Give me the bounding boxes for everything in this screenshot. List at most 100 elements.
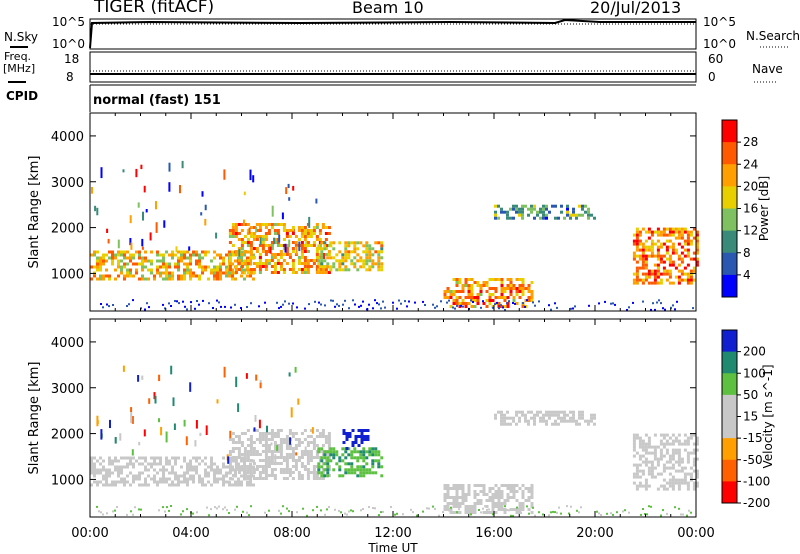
echo-cell — [90, 253, 93, 257]
echo-cell — [512, 296, 516, 299]
echo-cell — [650, 230, 654, 234]
echo-cell — [246, 244, 250, 247]
sparse-cell — [189, 382, 192, 392]
echo-cell — [530, 207, 533, 211]
echo-cell — [165, 274, 168, 278]
echo-cell — [240, 465, 244, 468]
ground-cell — [484, 505, 486, 508]
echo-cell — [500, 493, 504, 496]
echo-cell — [326, 459, 330, 463]
ground-cell — [692, 307, 694, 310]
echo-cell — [644, 254, 648, 258]
echo-cell — [171, 274, 174, 278]
echo-cell — [695, 484, 699, 488]
echo-cell — [563, 419, 566, 423]
echo-cell — [213, 468, 216, 472]
echo-cell — [201, 271, 204, 275]
echo-cell — [545, 204, 548, 208]
echo-cell — [497, 216, 500, 220]
sparse-cell — [238, 249, 241, 257]
echo-cell — [249, 435, 253, 438]
sparse-cell — [295, 246, 298, 255]
echo-cell — [455, 487, 459, 490]
echo-cell — [506, 496, 510, 499]
sparse-cell — [278, 234, 281, 243]
echo-cell — [515, 511, 519, 514]
echo-cell — [303, 465, 307, 468]
echo-cell — [572, 210, 575, 214]
echo-cell — [446, 287, 450, 290]
echo-cell — [177, 480, 180, 484]
ground-cell — [518, 507, 520, 510]
echo-cell — [357, 435, 361, 438]
ground-cell — [128, 303, 130, 306]
echo-cell — [324, 247, 328, 250]
echo-cell — [542, 416, 545, 420]
ground-cell — [658, 299, 660, 302]
ground-cell — [336, 303, 338, 306]
echo-region — [494, 410, 596, 426]
echo-cell — [198, 253, 201, 257]
echo-cell — [476, 296, 480, 299]
echo-cell — [126, 271, 129, 275]
echo-cell — [665, 245, 669, 249]
power-panel — [90, 160, 699, 311]
echo-cell — [644, 272, 648, 276]
ground-scatter — [100, 299, 694, 311]
echo-cell — [569, 216, 572, 220]
echo-cell — [530, 484, 534, 487]
echo-cell — [159, 265, 162, 269]
echo-cell — [315, 253, 319, 256]
echo-cell — [515, 278, 519, 281]
echo-cell — [692, 484, 696, 488]
echo-cell — [171, 456, 174, 460]
sparse-cell — [194, 440, 197, 447]
echo-cell — [479, 287, 483, 290]
echo-cell — [177, 456, 180, 460]
echo-cell — [228, 241, 232, 244]
echo-cell — [674, 469, 678, 473]
ground-cell — [184, 305, 186, 308]
echo-cell — [656, 239, 660, 243]
echo-cell — [183, 471, 186, 475]
echo-cell — [359, 259, 363, 263]
echo-cell — [368, 468, 372, 472]
ground-cell — [492, 306, 494, 309]
y-axis-label: Slant Range [km] — [27, 362, 42, 475]
echo-cell — [329, 453, 333, 457]
echo-cell — [590, 416, 593, 420]
echo-cell — [162, 474, 165, 478]
ground-cell — [432, 505, 434, 508]
echo-cell — [267, 447, 271, 450]
echo-cell — [515, 302, 519, 305]
echo-cell — [276, 244, 280, 247]
echo-cell — [324, 438, 328, 441]
echo-cell — [132, 474, 135, 478]
echo-cell — [171, 250, 174, 254]
echo-cell — [686, 481, 690, 485]
ground-cell — [374, 299, 376, 302]
echo-cell — [204, 268, 207, 272]
echo-cell — [252, 235, 256, 238]
echo-cell — [503, 419, 506, 423]
echo-cell — [111, 483, 114, 487]
echo-cell — [327, 456, 331, 459]
echo-cell — [168, 253, 171, 257]
sparse-cell — [173, 423, 176, 431]
ground-cell — [174, 300, 176, 302]
echo-cell — [683, 278, 687, 282]
echo-cell — [512, 419, 515, 423]
echo-cell — [234, 253, 238, 256]
ground-cell — [504, 505, 506, 508]
echo-cell — [315, 456, 319, 459]
echo-cell — [270, 429, 274, 432]
echo-cell — [228, 232, 232, 235]
echo-cell — [323, 241, 327, 245]
echo-cell — [473, 502, 477, 505]
echo-cell — [359, 453, 363, 457]
echo-cell — [380, 241, 384, 245]
echo-cell — [671, 466, 675, 470]
echo-cell — [329, 256, 333, 260]
echo-cell — [692, 269, 696, 273]
echo-cell — [132, 456, 135, 460]
